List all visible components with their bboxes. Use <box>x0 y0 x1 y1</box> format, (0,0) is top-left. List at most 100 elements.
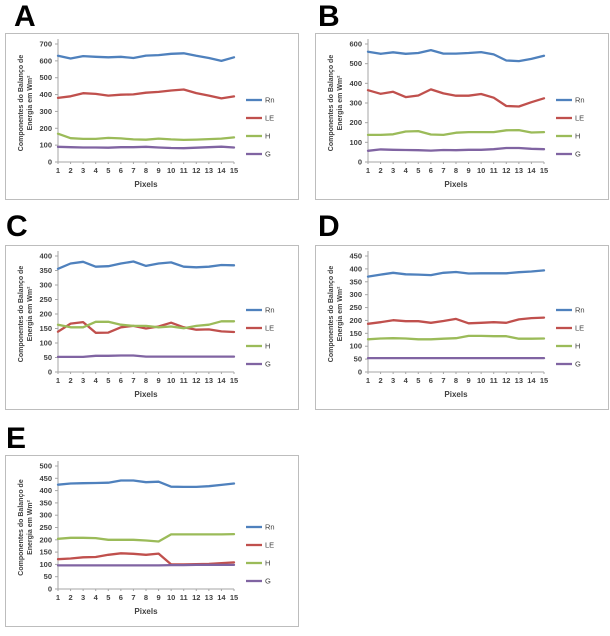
svg-text:50: 50 <box>354 355 362 364</box>
svg-text:2: 2 <box>68 166 72 175</box>
svg-text:G: G <box>575 360 581 369</box>
svg-text:4: 4 <box>94 376 99 385</box>
svg-text:200: 200 <box>39 124 52 133</box>
svg-text:13: 13 <box>205 593 213 602</box>
svg-text:7: 7 <box>131 376 135 385</box>
svg-text:14: 14 <box>217 376 226 385</box>
svg-text:LE: LE <box>265 541 274 550</box>
svg-text:4: 4 <box>94 166 99 175</box>
svg-text:450: 450 <box>349 252 362 261</box>
svg-text:2: 2 <box>68 593 72 602</box>
svg-text:LE: LE <box>575 324 584 333</box>
svg-text:300: 300 <box>349 290 362 299</box>
svg-text:9: 9 <box>156 166 160 175</box>
chart-panel-a: 0 100 200 300 400 500 600 700 1 2 3 4 5 6 7 8 9 10 11 12 13 1… <box>5 33 299 200</box>
svg-text:1: 1 <box>56 593 60 602</box>
svg-text:Pixels: Pixels <box>134 390 158 399</box>
svg-text:8: 8 <box>144 593 148 602</box>
svg-text:Componentes do Balanço de: Componentes do Balanço de <box>328 266 335 363</box>
svg-text:13: 13 <box>205 166 213 175</box>
svg-text:50: 50 <box>44 572 52 581</box>
svg-text:14: 14 <box>527 376 536 385</box>
svg-text:350: 350 <box>349 277 362 286</box>
svg-text:Energia em Wm²: Energia em Wm² <box>337 75 344 131</box>
svg-text:250: 250 <box>39 295 52 304</box>
svg-text:12: 12 <box>192 376 200 385</box>
svg-text:4: 4 <box>94 593 99 602</box>
panel-letter-d: D <box>318 210 340 243</box>
svg-text:1: 1 <box>366 166 370 175</box>
svg-text:9: 9 <box>466 166 470 175</box>
svg-text:G: G <box>265 360 271 369</box>
svg-text:Rn: Rn <box>265 96 275 105</box>
svg-text:7: 7 <box>131 593 135 602</box>
svg-text:4: 4 <box>404 166 409 175</box>
svg-text:150: 150 <box>39 548 52 557</box>
svg-text:0: 0 <box>358 158 362 167</box>
svg-text:250: 250 <box>39 523 52 532</box>
svg-text:500: 500 <box>39 73 52 82</box>
svg-text:6: 6 <box>429 376 433 385</box>
svg-text:15: 15 <box>230 593 238 602</box>
svg-text:300: 300 <box>39 281 52 290</box>
svg-text:11: 11 <box>490 166 498 175</box>
svg-text:Componentes do Balanço de: Componentes do Balanço de <box>18 266 25 363</box>
svg-text:Rn: Rn <box>575 96 585 105</box>
svg-text:0: 0 <box>358 368 362 377</box>
svg-text:2: 2 <box>378 166 382 175</box>
svg-text:14: 14 <box>527 166 536 175</box>
svg-text:10: 10 <box>477 376 485 385</box>
svg-text:H: H <box>575 132 580 141</box>
svg-text:15: 15 <box>230 166 238 175</box>
svg-text:2: 2 <box>378 376 382 385</box>
svg-text:Rn: Rn <box>265 306 275 315</box>
svg-text:9: 9 <box>156 593 160 602</box>
svg-text:H: H <box>265 342 270 351</box>
chart-panel-e: 0 50 100 150 200 250 300 350 400 450 500 1 2 3 4 5 6 7 8 9 1… <box>5 455 299 627</box>
svg-text:2: 2 <box>68 376 72 385</box>
svg-text:10: 10 <box>167 166 175 175</box>
svg-text:400: 400 <box>39 252 52 261</box>
svg-text:Rn: Rn <box>575 306 585 315</box>
svg-text:1: 1 <box>366 376 370 385</box>
svg-text:6: 6 <box>429 166 433 175</box>
svg-text:13: 13 <box>515 166 523 175</box>
svg-text:LE: LE <box>575 114 584 123</box>
svg-text:500: 500 <box>39 462 52 471</box>
svg-text:6: 6 <box>119 166 123 175</box>
svg-text:Pixels: Pixels <box>444 390 468 399</box>
svg-text:5: 5 <box>416 376 420 385</box>
svg-text:G: G <box>265 577 271 586</box>
svg-text:350: 350 <box>39 498 52 507</box>
svg-text:LE: LE <box>265 114 274 123</box>
svg-text:3: 3 <box>391 376 395 385</box>
svg-text:200: 200 <box>349 118 362 127</box>
svg-text:200: 200 <box>349 316 362 325</box>
panel-letter-b: B <box>318 0 340 33</box>
svg-text:Componentes do Balanço de: Componentes do Balanço de <box>18 55 25 152</box>
svg-text:8: 8 <box>144 376 148 385</box>
svg-text:100: 100 <box>349 138 362 147</box>
svg-text:14: 14 <box>217 166 226 175</box>
svg-text:8: 8 <box>454 166 458 175</box>
svg-text:200: 200 <box>39 535 52 544</box>
svg-text:0: 0 <box>48 368 52 377</box>
svg-text:10: 10 <box>167 593 175 602</box>
svg-text:450: 450 <box>39 474 52 483</box>
panel-letter-a: A <box>14 0 36 33</box>
svg-text:7: 7 <box>131 166 135 175</box>
svg-text:7: 7 <box>441 376 445 385</box>
svg-text:350: 350 <box>39 266 52 275</box>
svg-text:7: 7 <box>441 166 445 175</box>
svg-text:11: 11 <box>180 593 188 602</box>
svg-text:Energia em Wm²: Energia em Wm² <box>27 499 34 555</box>
svg-text:8: 8 <box>454 376 458 385</box>
chart-panel-b: 0 100 200 300 400 500 600 1 2 3 4 5 6 7 8 9 10 11 12 13 14 15… <box>315 33 609 200</box>
chart-panel-c: 0 50 100 150 200 250 300 350 400 1 2 3 4 5 6 7 8 9 10 11 12 1… <box>5 245 299 410</box>
svg-text:300: 300 <box>349 99 362 108</box>
